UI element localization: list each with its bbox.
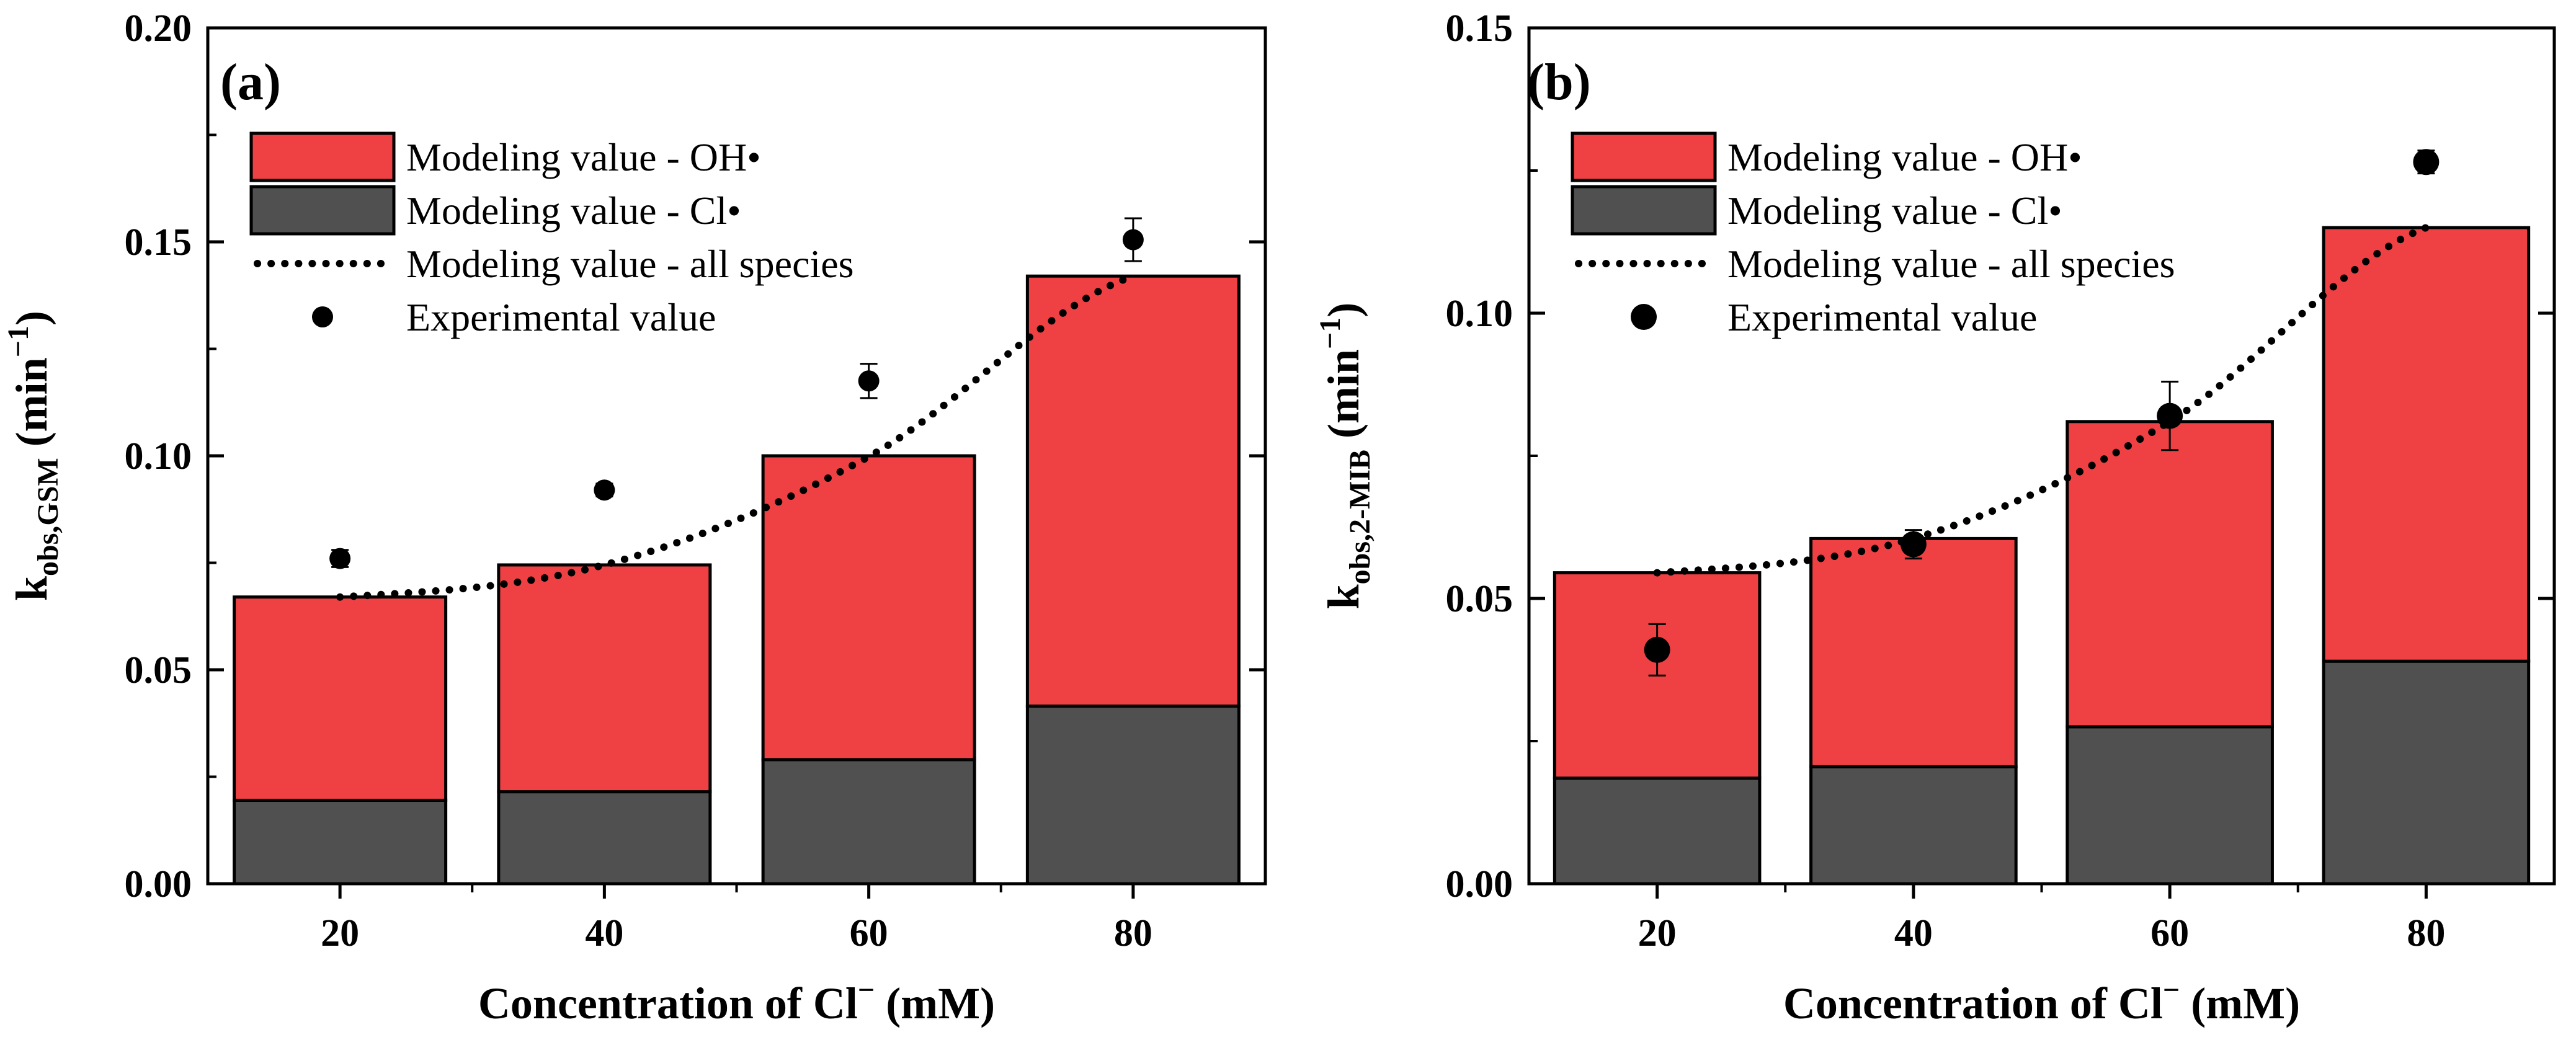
- ytick-label: 0.05: [1446, 578, 1513, 620]
- xtick-label: 80: [1114, 912, 1152, 954]
- legend-swatch-bar: [249, 185, 396, 236]
- bar-cl-40: [497, 790, 712, 886]
- legend: Modeling value - OH• Modeling value - Cl•…: [249, 131, 854, 339]
- xtick-label: 20: [321, 912, 359, 954]
- experimental-marker: [2413, 149, 2440, 176]
- experimental-point-80: [1122, 217, 1144, 262]
- panel-a: 0.00 0.05 0.10 0.15 0.20 20 40 60 80 Concentratio…: [2, 7, 1267, 1028]
- line-all-species: [336, 272, 1137, 601]
- panel-label: (a): [220, 53, 281, 111]
- y-title-main: k: [1319, 584, 1368, 609]
- line-all-species: [1653, 224, 2430, 577]
- legend-swatch-bar: [249, 131, 396, 182]
- bar-cl-60: [2066, 725, 2274, 886]
- bar-oh-40: [1809, 536, 2018, 768]
- y-title-close: ): [1319, 303, 1368, 318]
- xtick-label: 60: [2150, 912, 2189, 954]
- experimental-point-40: [594, 479, 615, 501]
- bar-cl-80: [1025, 704, 1241, 886]
- experimental-marker: [1900, 531, 1927, 558]
- ytick-label: 0.20: [125, 7, 192, 50]
- experimental-point-60: [858, 363, 880, 399]
- experimental-marker: [1122, 229, 1144, 251]
- legend-swatch-marker: [312, 306, 333, 327]
- bar-cl-60: [761, 758, 976, 886]
- x-title-sup: −: [858, 974, 875, 1007]
- y-title-sub: obs,GSM: [32, 458, 65, 576]
- ytick-label: 0.10: [1446, 293, 1513, 335]
- x-title-main: Concentration of Cl: [478, 979, 858, 1028]
- y-title-close: ): [7, 311, 56, 326]
- legend-label: Modeling value - all species: [1727, 242, 2175, 286]
- xtick-label: 80: [2407, 912, 2445, 954]
- experimental-marker: [858, 370, 880, 392]
- ytick-label: 0.05: [125, 649, 192, 691]
- legend: Modeling value - OH• Modeling value - Cl•…: [1571, 131, 2175, 339]
- legend-item: Modeling value - Cl•: [1571, 185, 2062, 236]
- legend-label: Modeling value - Cl•: [1727, 189, 2062, 233]
- xtick-label: 60: [850, 912, 888, 954]
- bar-cl-20: [1553, 776, 1762, 886]
- bar-cl-80: [2322, 659, 2531, 886]
- ytick-label: 0.00: [1446, 863, 1513, 905]
- ytick-label: 0.15: [125, 221, 192, 264]
- legend-item: Modeling value - OH•: [1571, 131, 2082, 182]
- bar-oh-40: [497, 563, 712, 794]
- bar-oh-60: [761, 454, 976, 762]
- bar-oh-20: [233, 595, 448, 802]
- experimental-point-60: [2157, 380, 2183, 451]
- bar-cl-40: [1809, 765, 2018, 886]
- x-title-after: (mM): [875, 979, 995, 1028]
- experimental-marker: [2157, 402, 2183, 429]
- x-axis-title: Concentration of Cl− (mM): [478, 974, 995, 1028]
- xtick-label: 20: [1638, 912, 1677, 954]
- ytick-label: 0.10: [125, 435, 192, 478]
- y-title-sub: obs,2-MIB: [1344, 450, 1376, 584]
- legend-item: Experimental value: [312, 295, 716, 339]
- legend-item: Experimental value: [1631, 295, 2037, 339]
- legend-item: Modeling value - all species: [1575, 242, 2175, 286]
- legend-label: Modeling value - Cl•: [406, 189, 741, 233]
- xtick-label: 40: [1894, 912, 1933, 954]
- x-title-main: Concentration of Cl: [1783, 979, 2163, 1028]
- legend-item: Modeling value - all species: [254, 242, 854, 286]
- x-axis-title: Concentration of Cl− (mM): [1783, 974, 2300, 1028]
- experimental-marker: [329, 548, 351, 569]
- legend-item: Modeling value - Cl•: [249, 185, 741, 236]
- legend-swatch-marker: [1631, 304, 1657, 330]
- y-title-after: (min: [7, 357, 56, 458]
- bar-cl-20: [233, 798, 448, 886]
- y-axis-title: kobs,2-MIB (min−1): [1314, 303, 1376, 610]
- panel-label: (b): [1527, 53, 1591, 111]
- panel-b: 0.00 0.05 0.10 0.15 20 40 60 80 Concentration of…: [1314, 7, 2556, 1028]
- experimental-point-40: [1900, 529, 1927, 560]
- xtick-label: 40: [585, 912, 623, 954]
- legend-label: Experimental value: [1727, 295, 2037, 339]
- y-title-sup: −1: [1314, 318, 1347, 349]
- y-title-sup: −1: [2, 326, 35, 357]
- x-title-sup: −: [2163, 974, 2180, 1007]
- y-title-main: k: [7, 576, 56, 601]
- bar-oh-60: [2066, 420, 2274, 729]
- experimental-point-20: [1644, 623, 1670, 677]
- legend-swatch-bar: [1571, 185, 1717, 236]
- legend-label: Modeling value - OH•: [1727, 135, 2082, 179]
- legend-label: Modeling value - OH•: [406, 135, 761, 179]
- experimental-marker: [1644, 636, 1670, 663]
- x-title-after: (mM): [2180, 979, 2300, 1028]
- bar-oh-80: [1025, 274, 1241, 708]
- ytick-label: 0.00: [125, 863, 192, 905]
- legend-item: Modeling value - OH•: [249, 131, 761, 182]
- experimental-point-20: [329, 548, 351, 569]
- y-axis-title: kobs,GSM (min−1): [2, 311, 65, 601]
- experimental-marker: [594, 479, 615, 501]
- legend-swatch-bar: [1571, 131, 1717, 182]
- legend-label: Modeling value - all species: [406, 242, 854, 286]
- y-title-after: (min: [1319, 349, 1368, 450]
- ytick-label: 0.15: [1446, 7, 1513, 50]
- experimental-point-80: [2413, 149, 2440, 176]
- bar-oh-80: [2322, 226, 2531, 663]
- legend-label: Experimental value: [406, 295, 716, 339]
